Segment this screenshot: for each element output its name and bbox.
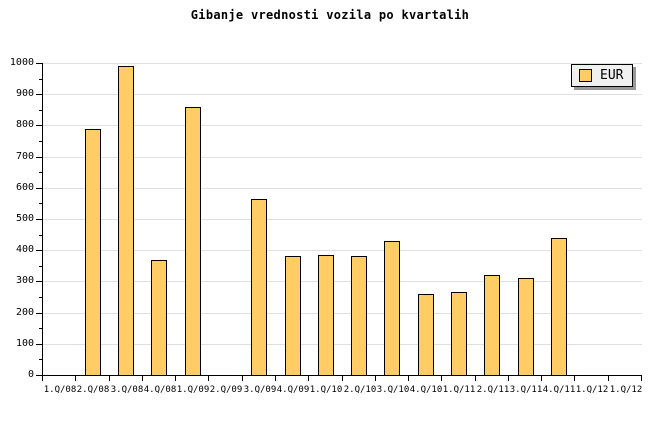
x-axis-label: 2.Q/10 — [343, 385, 377, 395]
x-axis-tick — [408, 376, 409, 381]
y-axis-tick — [36, 343, 43, 345]
y-axis-tick — [36, 312, 43, 314]
bar — [418, 293, 434, 376]
y-axis-label: 500 — [15, 213, 34, 224]
y-axis-label: 900 — [15, 88, 34, 100]
y-axis-minor-tick — [39, 297, 43, 298]
gridline — [43, 281, 642, 283]
gridline — [43, 219, 642, 220]
gridline — [43, 156, 642, 158]
x-axis-tick — [275, 376, 276, 381]
y-axis-minor-tick — [39, 359, 43, 361]
x-axis-tick — [75, 376, 76, 381]
gridline — [43, 94, 642, 96]
legend-series-label: EUR — [600, 68, 624, 83]
y-axis-tick — [36, 219, 43, 220]
x-axis-label: 1.Q/11 — [442, 385, 476, 395]
y-axis-label: 300 — [15, 275, 34, 287]
bar — [85, 128, 101, 376]
x-axis-label: 3.Q/10 — [376, 385, 410, 395]
x-axis-tick — [208, 376, 209, 381]
bar — [251, 198, 267, 376]
x-axis-tick — [641, 376, 642, 381]
y-axis-minor-tick — [39, 141, 43, 142]
gridline — [43, 125, 642, 127]
x-axis-label: 1.Q/12 — [575, 385, 609, 395]
x-axis-tick — [375, 376, 376, 381]
bar — [484, 275, 500, 376]
y-axis-minor-tick — [39, 265, 43, 267]
y-axis-label: 200 — [15, 306, 34, 318]
y-axis-tick — [36, 156, 43, 158]
x-axis-label: 4.Q/11 — [542, 385, 576, 395]
y-axis-label: 400 — [15, 244, 34, 256]
bar — [551, 237, 567, 376]
x-axis-tick — [508, 376, 509, 381]
x-axis-tick — [475, 376, 476, 381]
gridline — [43, 250, 642, 252]
y-axis-label: 1000 — [9, 57, 34, 68]
bar — [318, 254, 334, 376]
x-axis-label: 1.Q/09 — [176, 385, 210, 395]
y-axis-tick — [36, 281, 43, 283]
x-axis-tick — [308, 376, 309, 381]
x-axis-label: 1.Q/12 — [609, 385, 643, 395]
x-axis-tick — [242, 376, 243, 381]
x-axis-label: 3.Q/08 — [110, 385, 144, 395]
gridline — [43, 187, 642, 189]
y-axis-tick — [36, 125, 43, 127]
legend-box: EUR — [571, 64, 634, 87]
x-axis-label: 2.Q/08 — [76, 385, 110, 395]
bar — [451, 292, 467, 376]
x-axis-tick — [574, 376, 575, 381]
legend-color-swatch — [579, 69, 592, 82]
x-axis-label: 3.Q/11 — [509, 385, 543, 395]
x-axis-label: 3.Q/09 — [243, 385, 277, 395]
y-axis-tick — [36, 375, 43, 376]
bar — [185, 106, 201, 376]
bar — [118, 66, 134, 376]
y-axis-label: 700 — [15, 150, 34, 162]
y-axis-tick — [36, 187, 43, 189]
y-axis-minor-tick — [39, 109, 43, 111]
chart-title: Gibanje vrednosti vozila po kvartalih — [190, 8, 470, 22]
x-axis-line — [42, 375, 642, 376]
y-axis-minor-tick — [39, 234, 43, 236]
y-axis-label: 100 — [15, 337, 34, 349]
x-axis-tick — [42, 376, 43, 381]
x-axis-label: 4.Q/09 — [276, 385, 310, 395]
y-axis-label: 0 — [27, 369, 34, 380]
gridline — [43, 63, 642, 64]
x-axis-label: 1.Q/10 — [309, 385, 343, 395]
x-axis-tick — [441, 376, 442, 381]
y-axis-tick — [36, 63, 43, 64]
x-axis-tick — [175, 376, 176, 381]
x-axis-tick — [541, 376, 542, 381]
x-axis-label: 1.Q/08 — [43, 385, 77, 395]
y-axis-label: 600 — [15, 181, 34, 193]
x-axis-tick — [342, 376, 343, 381]
x-axis-label: 2.Q/11 — [476, 385, 510, 395]
gridline — [43, 343, 642, 345]
y-axis-label: 800 — [15, 119, 34, 131]
bar — [285, 256, 301, 376]
bar — [151, 259, 167, 376]
x-axis-tick — [142, 376, 143, 381]
bar — [351, 256, 367, 376]
bar — [518, 278, 534, 376]
y-axis-minor-tick — [39, 78, 43, 80]
x-axis-tick — [109, 376, 110, 381]
x-axis-label: 2.Q/09 — [209, 385, 243, 395]
gridline — [43, 312, 642, 314]
y-axis-tick — [36, 250, 43, 252]
y-axis-minor-tick — [39, 328, 43, 330]
y-axis-tick — [36, 94, 43, 96]
x-axis-label: 4.Q/10 — [409, 385, 443, 395]
x-axis-label: 4.Q/08 — [143, 385, 177, 395]
bar — [384, 240, 400, 376]
y-axis-minor-tick — [39, 172, 43, 174]
y-axis-minor-tick — [39, 203, 43, 205]
x-axis-tick — [608, 376, 609, 381]
